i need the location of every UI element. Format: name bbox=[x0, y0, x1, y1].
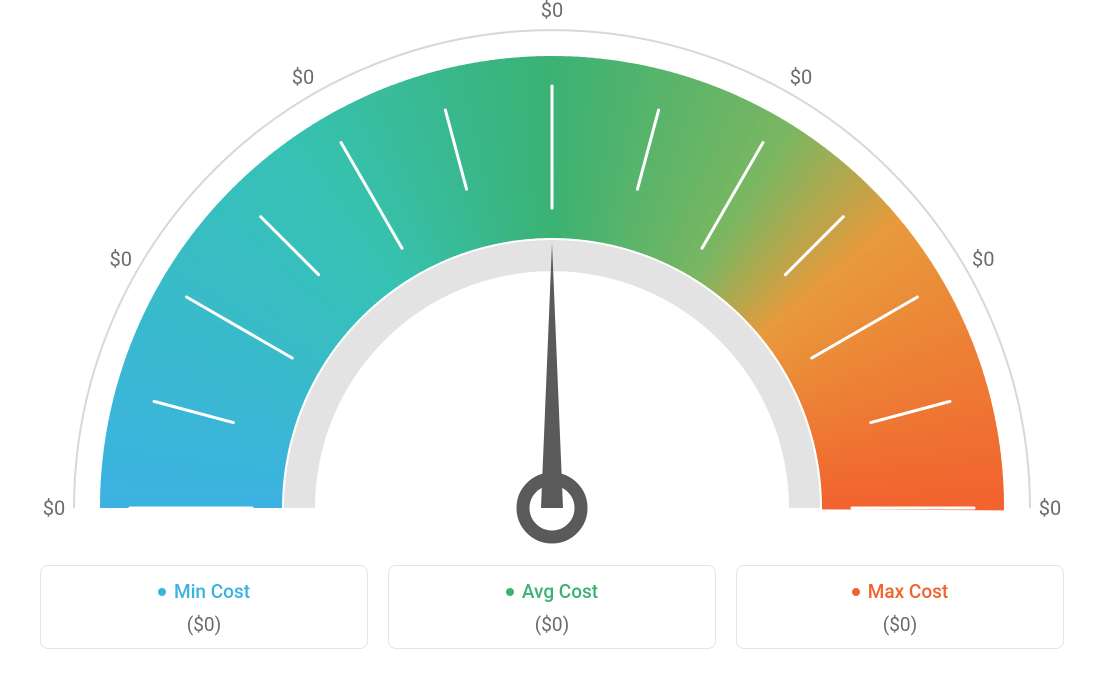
legend-title-min: Min Cost bbox=[158, 580, 250, 603]
legend-box-min: Min Cost ($0) bbox=[40, 565, 368, 649]
legend-box-max: Max Cost ($0) bbox=[736, 565, 1064, 649]
gauge-tick-label: $0 bbox=[292, 65, 314, 89]
gauge-tick-label: $0 bbox=[972, 247, 994, 271]
legend-value: ($0) bbox=[757, 613, 1043, 636]
dot-icon bbox=[158, 588, 166, 596]
gauge-tick-label: $0 bbox=[43, 496, 65, 520]
gauge-tick-label: $0 bbox=[790, 65, 812, 89]
legend-title-max: Max Cost bbox=[852, 580, 948, 603]
legend-box-avg: Avg Cost ($0) bbox=[388, 565, 716, 649]
gauge-tick-label: $0 bbox=[1039, 496, 1061, 520]
dot-icon bbox=[506, 588, 514, 596]
legend-value: ($0) bbox=[61, 613, 347, 636]
gauge-tick-label: $0 bbox=[541, 0, 563, 22]
legend-row: Min Cost ($0) Avg Cost ($0) Max Cost ($0… bbox=[0, 565, 1104, 649]
legend-label: Avg Cost bbox=[522, 580, 598, 603]
legend-value: ($0) bbox=[409, 613, 695, 636]
gauge-container: $0 $0 $0 $0 $0 $0 $0 bbox=[0, 0, 1104, 560]
legend-label: Max Cost bbox=[868, 580, 948, 603]
legend-label: Min Cost bbox=[174, 580, 250, 603]
legend-title-avg: Avg Cost bbox=[506, 580, 598, 603]
dot-icon bbox=[852, 588, 860, 596]
gauge-chart bbox=[0, 0, 1104, 560]
gauge-tick-label: $0 bbox=[109, 247, 131, 271]
